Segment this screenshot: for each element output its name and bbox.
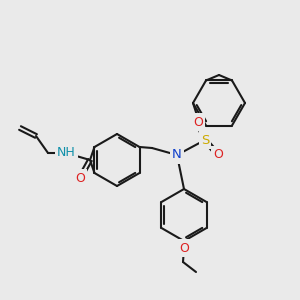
Text: O: O bbox=[75, 172, 85, 184]
Text: NH: NH bbox=[57, 146, 75, 160]
Text: O: O bbox=[179, 242, 189, 254]
Text: S: S bbox=[201, 134, 209, 146]
Text: O: O bbox=[193, 116, 203, 128]
Text: O: O bbox=[213, 148, 223, 161]
Text: N: N bbox=[172, 148, 182, 161]
